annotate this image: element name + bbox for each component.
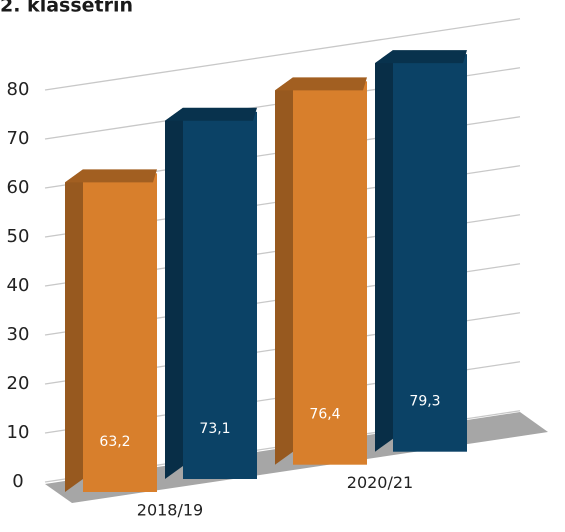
y-tick-label: 0 <box>12 471 23 492</box>
value-label: 79,3 <box>409 394 440 410</box>
y-tick-label: 80 <box>7 79 30 100</box>
y-tick-label: 70 <box>7 128 30 149</box>
chart-title: 2. klassetrin <box>0 0 133 17</box>
value-label: 63,2 <box>99 434 130 450</box>
value-label: 73,1 <box>199 421 230 437</box>
bar <box>393 54 467 452</box>
bar-top <box>165 107 257 121</box>
y-tick-label: 60 <box>7 177 30 198</box>
bar-top <box>65 169 157 183</box>
y-tick-label: 30 <box>7 324 30 345</box>
value-label: 76,4 <box>309 407 340 423</box>
y-tick-label: 40 <box>7 275 30 296</box>
bar <box>183 111 257 479</box>
y-tick-label: 10 <box>7 422 30 443</box>
y-tick-label: 50 <box>7 226 30 247</box>
bar-side <box>65 169 83 492</box>
bar-side <box>165 107 183 479</box>
x-tick-label: 2018/19 <box>137 501 203 520</box>
bar-side <box>275 77 293 465</box>
bar-side <box>375 50 393 452</box>
bar-top <box>275 77 367 91</box>
bar <box>83 173 157 492</box>
x-tick-label: 2020/21 <box>347 473 413 492</box>
bar-top <box>375 50 467 64</box>
grid-line <box>44 18 521 91</box>
y-tick-label: 20 <box>7 373 30 394</box>
bar <box>293 81 367 465</box>
